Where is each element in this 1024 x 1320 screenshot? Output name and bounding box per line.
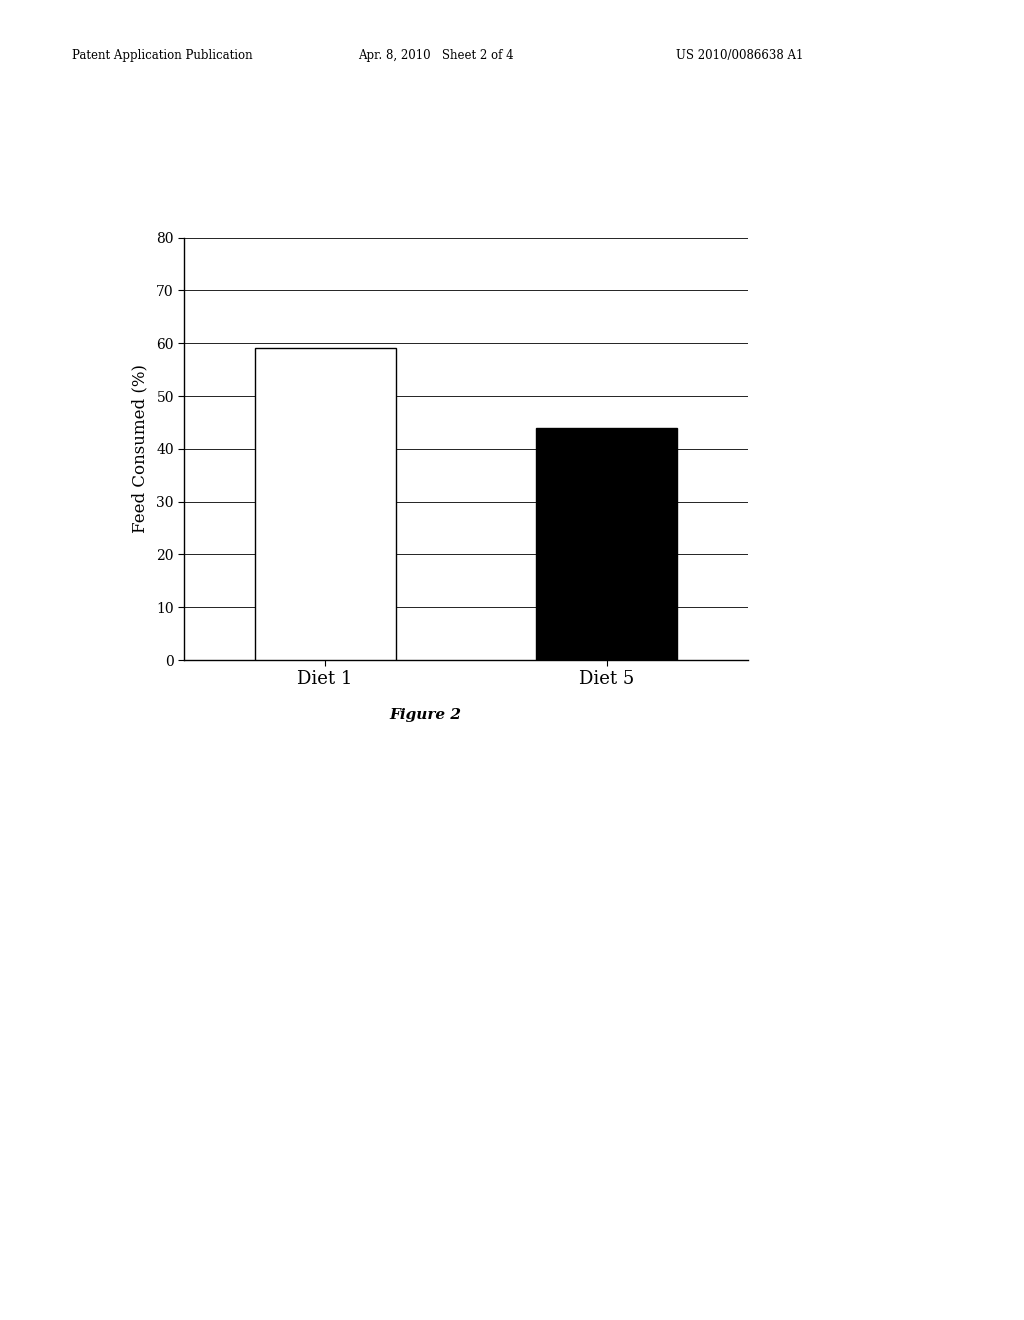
Text: Figure 2: Figure 2 — [389, 709, 461, 722]
Text: Patent Application Publication: Patent Application Publication — [72, 49, 252, 62]
Text: Apr. 8, 2010   Sheet 2 of 4: Apr. 8, 2010 Sheet 2 of 4 — [358, 49, 514, 62]
Y-axis label: Feed Consumed (%): Feed Consumed (%) — [131, 364, 147, 533]
Text: US 2010/0086638 A1: US 2010/0086638 A1 — [676, 49, 803, 62]
Bar — [255, 348, 395, 660]
Bar — [537, 428, 677, 660]
